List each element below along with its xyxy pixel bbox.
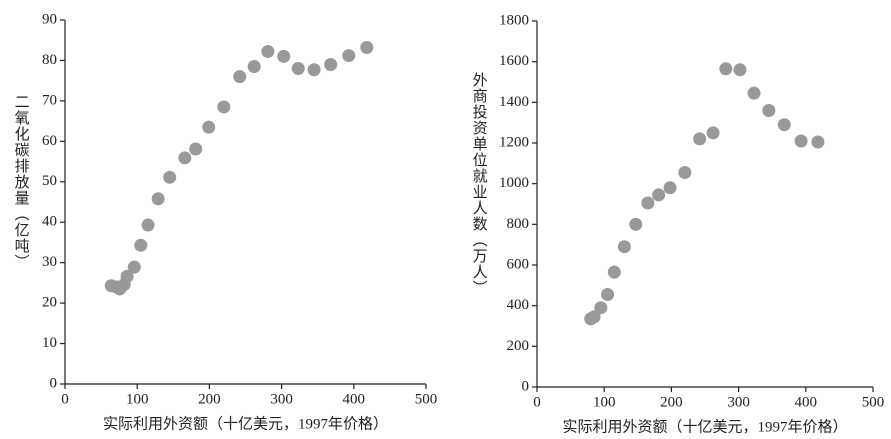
point <box>594 301 608 315</box>
y-tick-label: 0 <box>522 378 530 394</box>
point <box>189 142 203 156</box>
point <box>324 57 338 71</box>
x-tick-label: 100 <box>126 391 149 407</box>
point <box>291 62 305 76</box>
x-tick-label: 500 <box>415 391 438 407</box>
point <box>601 287 615 301</box>
point <box>607 265 621 279</box>
point <box>693 132 707 146</box>
point <box>342 49 356 63</box>
point <box>163 170 177 184</box>
point <box>202 120 216 134</box>
point <box>134 238 148 252</box>
point <box>629 217 643 231</box>
x-tick-label: 200 <box>660 394 683 410</box>
point <box>178 151 192 165</box>
point <box>706 126 720 140</box>
x-axis-label: 实际利用外资额（十亿美元，1997年价格） <box>562 418 847 435</box>
y-tick-label: 0 <box>50 375 58 391</box>
point <box>233 70 247 84</box>
y-axis-label: 二氧化碳排放量（亿吨） <box>13 94 30 270</box>
y-tick-label: 80 <box>42 52 57 68</box>
y-tick-label: 400 <box>507 297 530 313</box>
point <box>360 41 374 55</box>
point <box>719 62 733 76</box>
y-tick-label: 600 <box>507 256 530 272</box>
point <box>261 45 275 59</box>
y-tick-label: 1200 <box>499 134 529 150</box>
point <box>617 240 631 254</box>
y-tick-label: 60 <box>42 133 57 149</box>
point <box>277 49 291 63</box>
y-tick-label: 200 <box>507 338 530 354</box>
x-tick-label: 300 <box>270 391 293 407</box>
x-tick-label: 100 <box>593 394 616 410</box>
y-tick-label: 90 <box>42 11 57 27</box>
point <box>587 310 601 324</box>
point <box>141 218 155 232</box>
y-tick-label: 70 <box>42 92 57 108</box>
point <box>217 100 231 114</box>
x-tick-label: 400 <box>343 391 366 407</box>
point <box>663 181 677 195</box>
point <box>777 118 791 132</box>
y-tick-label: 40 <box>42 214 57 230</box>
x-axis-label: 实际利用外资额（十亿美元，1997年价格） <box>103 415 388 432</box>
x-tick-label: 0 <box>533 394 541 410</box>
y-axis-label: 外商投资单位就业人数（万人） <box>471 72 488 296</box>
point <box>307 63 321 77</box>
x-tick-label: 400 <box>795 394 818 410</box>
x-tick-label: 500 <box>862 394 885 410</box>
y-tick-label: 10 <box>42 335 57 351</box>
y-tick-label: 1600 <box>499 53 529 69</box>
point <box>127 260 141 274</box>
y-tick-label: 1400 <box>499 94 529 110</box>
point <box>151 192 165 206</box>
point <box>794 134 808 148</box>
point <box>652 188 666 202</box>
point <box>762 103 776 117</box>
x-tick-label: 200 <box>198 391 221 407</box>
y-tick-label: 50 <box>42 173 57 189</box>
x-tick-label: 300 <box>727 394 750 410</box>
point <box>247 60 261 74</box>
y-tick-label: 20 <box>42 295 57 311</box>
point <box>747 86 761 100</box>
point <box>733 63 747 77</box>
point <box>811 135 825 149</box>
point <box>120 269 134 283</box>
y-tick-label: 1800 <box>499 12 529 28</box>
y-tick-label: 30 <box>42 254 57 270</box>
point <box>678 165 692 179</box>
x-tick-label: 0 <box>61 391 69 407</box>
y-tick-label: 800 <box>507 216 530 232</box>
point <box>641 196 655 210</box>
y-tick-label: 1000 <box>499 175 529 191</box>
